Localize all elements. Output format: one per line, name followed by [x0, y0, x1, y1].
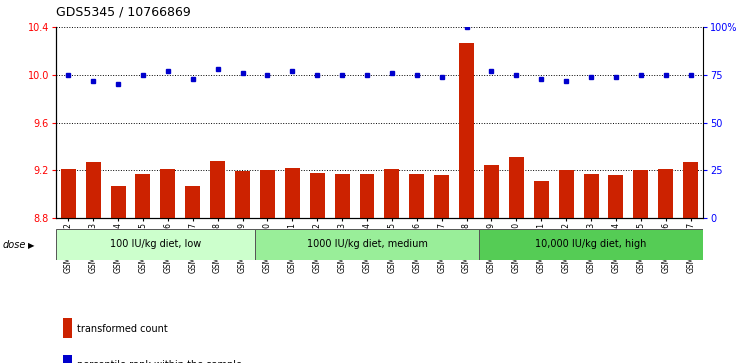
Text: ▶: ▶ [28, 241, 35, 249]
Bar [434, 175, 449, 218]
Bar [161, 169, 176, 218]
Bar [235, 171, 250, 218]
Text: 100 IU/kg diet, low: 100 IU/kg diet, low [110, 239, 201, 249]
Bar [185, 185, 200, 218]
Bar [609, 175, 623, 218]
Bar [310, 172, 324, 218]
Bar [559, 170, 574, 218]
Bar [86, 162, 100, 218]
Bar [683, 162, 698, 218]
Bar [56, 229, 255, 260]
Bar [633, 170, 648, 218]
Bar [210, 161, 225, 218]
Bar [484, 166, 499, 218]
Bar [335, 174, 350, 218]
Bar [260, 170, 275, 218]
Bar [658, 169, 673, 218]
Bar [385, 169, 400, 218]
Bar [459, 43, 474, 218]
Bar [135, 174, 150, 218]
Text: transformed count: transformed count [77, 323, 167, 334]
Bar [359, 174, 374, 218]
Bar [479, 229, 703, 260]
Bar [409, 174, 424, 218]
Bar [533, 181, 549, 218]
Bar [111, 185, 126, 218]
Bar [285, 168, 300, 218]
Bar [255, 229, 479, 260]
Text: 10,000 IU/kg diet, high: 10,000 IU/kg diet, high [536, 239, 647, 249]
Text: 1000 IU/kg diet, medium: 1000 IU/kg diet, medium [307, 239, 428, 249]
Bar [509, 157, 524, 218]
Text: dose: dose [2, 240, 25, 250]
Bar [583, 174, 598, 218]
Text: GDS5345 / 10766869: GDS5345 / 10766869 [56, 5, 190, 19]
Text: percentile rank within the sample: percentile rank within the sample [77, 360, 242, 363]
Bar [61, 169, 76, 218]
